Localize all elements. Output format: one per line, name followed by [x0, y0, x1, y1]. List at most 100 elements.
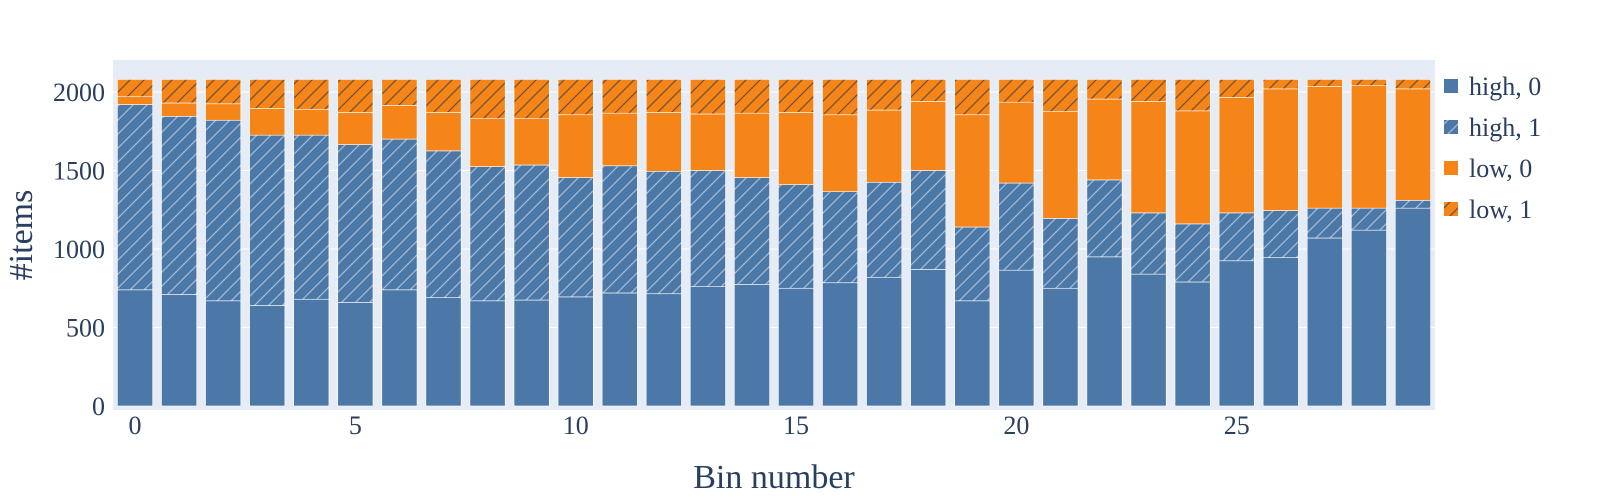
bar-low-1-bin-29: [1395, 79, 1431, 90]
bar-low-0-bin-10: [557, 114, 594, 178]
bar-low-0-bin-27: [1306, 86, 1343, 209]
bar-high-0-bin-22: [1086, 256, 1123, 407]
bar-high-0-bin-23: [1130, 273, 1167, 407]
bar-low-0-bin-24: [1174, 110, 1211, 225]
bar-high-0-bin-1: [161, 294, 198, 407]
bar-low-0-bin-23: [1130, 101, 1167, 214]
bar-high-0-bin-19: [954, 300, 991, 407]
bar-high-0-bin-3: [249, 305, 286, 407]
plot-background: [113, 60, 1435, 410]
bar-high-0-bin-5: [337, 302, 374, 407]
bar-high-0-bin-2: [205, 300, 242, 407]
bar-low-0-bin-19: [954, 114, 991, 228]
bar-low-0-bin-4: [293, 108, 330, 136]
bar-high-0-bin-29: [1395, 207, 1431, 407]
bar-high-1-bin-11: [601, 165, 638, 294]
bar-low-0-bin-15: [778, 112, 814, 185]
bar-high-1-bin-8: [469, 166, 506, 302]
bar-low-1-bin-27: [1306, 79, 1343, 87]
bar-high-1-bin-1: [161, 116, 198, 295]
y-tick-label: 2000: [53, 78, 105, 107]
bar-high-1-bin-29: [1395, 200, 1431, 209]
legend-swatch-high-0: [1444, 79, 1458, 93]
bar-high-1-bin-5: [337, 144, 374, 303]
bar-low-1-bin-18: [910, 79, 947, 102]
bar-high-0-bin-15: [778, 287, 814, 407]
bar-low-0-bin-2: [205, 103, 242, 121]
bar-high-1-bin-26: [1262, 210, 1299, 258]
bar-high-0-bin-9: [513, 299, 550, 407]
bar-high-0-bin-10: [557, 296, 594, 407]
bar-low-1-bin-17: [866, 79, 903, 111]
bar-low-1-bin-7: [425, 79, 462, 113]
bar-high-0-bin-25: [1218, 260, 1255, 407]
y-tick-labels: 0 500 1000 1500 2000: [53, 78, 105, 421]
x-tick-label: 25: [1224, 411, 1250, 440]
bar-high-0-bin-11: [601, 292, 638, 407]
legend-swatch-low-1: [1444, 202, 1458, 216]
bar-high-1-bin-28: [1350, 207, 1387, 231]
bars-layer: [117, 79, 1431, 407]
bar-low-0-bin-29: [1395, 88, 1431, 201]
legend-swatch-low-0: [1444, 161, 1458, 175]
bar-low-1-bin-6: [381, 79, 418, 106]
x-tick-labels: 0 5 10 15 20 25: [129, 411, 1250, 440]
bar-high-0-bin-20: [998, 269, 1035, 407]
bar-low-0-bin-22: [1086, 98, 1123, 181]
bar-high-0-bin-8: [469, 300, 506, 407]
legend-label-high-1: high, 1: [1469, 113, 1541, 142]
bar-high-0-bin-26: [1262, 257, 1299, 407]
bar-low-1-bin-1: [161, 79, 198, 104]
bar-high-0-bin-6: [381, 289, 418, 407]
bar-high-1-bin-21: [1042, 218, 1079, 289]
bar-low-0-bin-13: [689, 113, 726, 171]
bar-high-1-bin-2: [205, 119, 242, 302]
bar-low-0-bin-9: [513, 118, 550, 166]
legend-label-low-1: low, 1: [1469, 195, 1532, 224]
bar-low-1-bin-22: [1086, 79, 1123, 100]
legend-swatch-high-1: [1444, 120, 1458, 134]
x-tick-label: 10: [563, 411, 589, 440]
bar-high-0-bin-24: [1174, 281, 1211, 407]
bar-low-1-bin-25: [1218, 79, 1255, 98]
legend-label-low-0: low, 0: [1469, 154, 1532, 183]
bar-low-1-bin-20: [998, 79, 1035, 103]
bar-low-1-bin-0: [117, 79, 153, 98]
bar-high-1-bin-7: [425, 150, 462, 298]
bar-high-1-bin-12: [645, 170, 682, 295]
bar-low-0-bin-25: [1218, 97, 1255, 214]
bar-low-0-bin-3: [249, 108, 286, 136]
bar-high-1-bin-20: [998, 182, 1035, 271]
bar-high-1-bin-24: [1174, 223, 1211, 283]
bar-high-1-bin-0: [117, 104, 153, 291]
bar-high-1-bin-6: [381, 138, 418, 291]
bar-high-1-bin-19: [954, 226, 991, 302]
bar-high-1-bin-15: [778, 184, 814, 289]
x-tick-label: 5: [349, 411, 362, 440]
y-tick-label: 1000: [53, 235, 105, 264]
bar-low-0-bin-21: [1042, 111, 1079, 219]
bar-high-0-bin-13: [689, 286, 726, 407]
bar-low-0-bin-8: [469, 118, 506, 167]
bar-low-1-bin-2: [205, 79, 242, 105]
bar-high-1-bin-25: [1218, 212, 1255, 262]
bar-low-1-bin-12: [645, 79, 682, 113]
bar-low-0-bin-17: [866, 109, 903, 183]
bar-low-1-bin-11: [601, 79, 638, 114]
bar-low-1-bin-16: [822, 79, 859, 116]
bar-low-0-bin-11: [601, 112, 638, 167]
bar-low-0-bin-14: [734, 112, 770, 178]
bar-low-0-bin-0: [117, 96, 153, 105]
bar-low-1-bin-4: [293, 79, 330, 110]
bar-low-1-bin-23: [1130, 79, 1167, 102]
bar-low-1-bin-10: [557, 79, 594, 116]
bar-high-1-bin-10: [557, 177, 594, 298]
bar-low-1-bin-24: [1174, 79, 1211, 112]
y-tick-label: 0: [92, 392, 105, 421]
x-tick-label: 0: [129, 411, 142, 440]
bar-low-1-bin-26: [1262, 79, 1299, 90]
y-axis-title: #items: [3, 190, 40, 281]
bar-high-0-bin-27: [1306, 237, 1343, 407]
bar-low-0-bin-1: [161, 102, 198, 117]
bar-high-0-bin-17: [866, 276, 903, 407]
